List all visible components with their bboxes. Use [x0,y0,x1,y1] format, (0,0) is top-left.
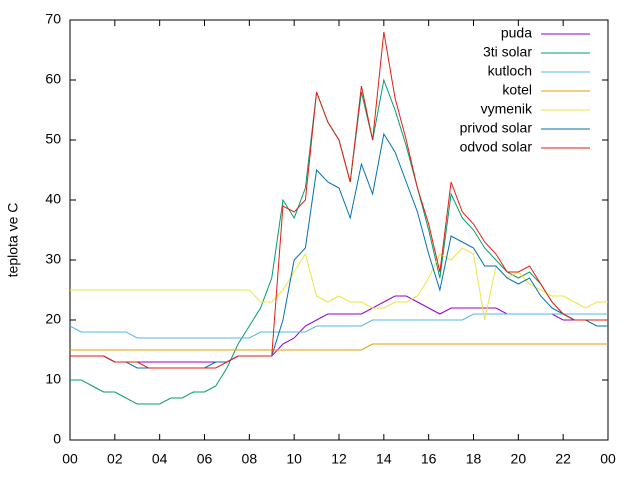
legend-label: odvod solar [460,139,533,155]
y-tick-label: 20 [45,311,61,327]
series-line [70,132,608,369]
series-line [69,313,608,339]
x-tick-label: 20 [511,451,527,467]
series-line [70,31,608,369]
legend-label: 3ti solar [483,44,532,60]
series-line [70,295,608,363]
series-line [70,343,608,351]
x-tick-label: 18 [466,451,482,467]
y-tick-label: 10 [45,371,61,387]
legend-label: privod solar [460,120,533,136]
series-line [70,247,608,321]
legend-label: kutloch [488,63,532,79]
x-tick-label: 00 [600,451,616,467]
x-tick-label: 00 [62,451,78,467]
x-tick-label: 04 [152,451,168,467]
x-tick-label: 14 [376,451,392,467]
y-tick-label: 50 [45,131,61,147]
y-tick-label: 60 [45,71,61,87]
legend-label: vymenik [481,101,533,117]
legend-label: kotel [502,82,532,98]
x-tick-label: 06 [197,451,213,467]
x-tick-label: 16 [421,451,437,467]
x-tick-label: 22 [555,451,571,467]
y-tick-label: 0 [53,431,61,447]
x-tick-label: 12 [331,451,347,467]
x-tick-label: 02 [107,451,123,467]
y-tick-label: 40 [45,191,61,207]
x-tick-label: 08 [242,451,258,467]
y-tick-label: 30 [45,251,61,267]
y-axis-label: teplota ve C [5,203,21,278]
x-tick-label: 10 [286,451,302,467]
legend-label: puda [501,25,532,41]
y-tick-label: 70 [45,11,61,27]
